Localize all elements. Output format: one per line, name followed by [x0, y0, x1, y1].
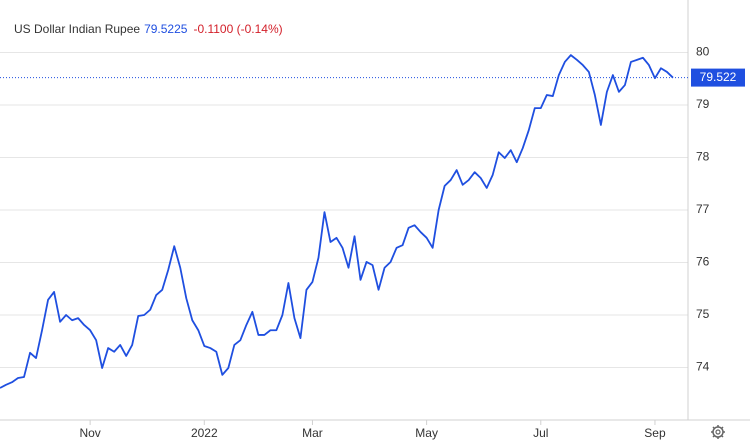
y-tick-label: 76: [696, 255, 710, 269]
x-tick-label: Nov: [79, 426, 100, 440]
price-line: [0, 54, 674, 389]
settings-icon[interactable]: [711, 425, 725, 439]
x-tick-label: 2022: [191, 426, 218, 440]
y-tick-label: 79: [696, 97, 710, 111]
current-price-label: 79.522: [700, 70, 737, 84]
y-tick-label: 80: [696, 45, 710, 59]
current-price-box: [691, 68, 745, 87]
x-tick-label: May: [415, 426, 438, 440]
price: 79.5225: [144, 22, 188, 36]
y-tick-label: 74: [696, 360, 710, 374]
change: -0.1100 (-0.14%): [193, 22, 282, 36]
y-tick-label: 75: [696, 307, 710, 321]
x-tick-label: Jul: [533, 426, 548, 440]
y-tick-label: 78: [696, 150, 710, 164]
y-tick-label: 77: [696, 202, 710, 216]
x-tick-label: Mar: [302, 426, 323, 440]
chart-title: US Dollar Indian Rupee: [14, 22, 140, 36]
x-tick-label: Sep: [644, 426, 666, 440]
